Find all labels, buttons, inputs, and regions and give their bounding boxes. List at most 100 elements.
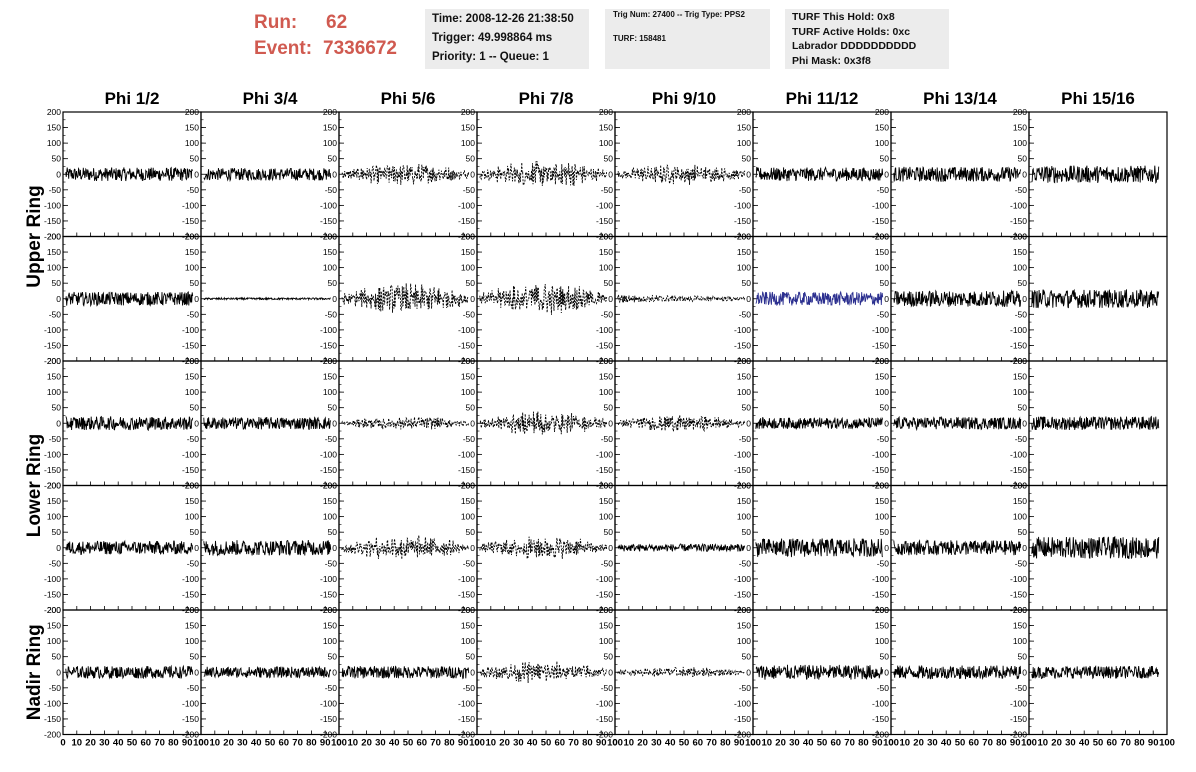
y-tick-label: -150: [320, 714, 337, 724]
y-tick-label: 150: [47, 496, 61, 506]
y-tick-label: 200: [875, 232, 889, 242]
y-tick-label: 50: [328, 403, 338, 413]
x-tick-label: 70: [1120, 738, 1131, 749]
y-tick-label: -100: [320, 698, 337, 708]
waveform-trace: [479, 161, 608, 187]
y-tick-label: -50: [463, 185, 476, 195]
x-tick-label: 20: [223, 738, 234, 749]
y-tick-label: 150: [461, 123, 475, 133]
y-tick-label: 100: [599, 512, 613, 522]
y-tick-label: 0: [746, 543, 751, 553]
y-tick-label: -150: [734, 340, 751, 350]
y-tick-label: -100: [44, 574, 61, 584]
y-tick-label: 0: [884, 294, 889, 304]
y-tick-label: -50: [49, 558, 62, 568]
y-tick-label: -100: [44, 200, 61, 210]
x-tick-label: 30: [237, 738, 248, 749]
y-tick-label: -50: [877, 185, 890, 195]
turf-active-line: TURF Active Holds: 0xc: [792, 25, 911, 38]
y-tick-label: 200: [47, 232, 61, 242]
y-tick-label: -50: [601, 558, 614, 568]
waveform-trace: [1031, 415, 1160, 431]
event-value: 7336672: [323, 38, 397, 59]
y-tick-label: -150: [872, 216, 889, 226]
y-tick-label: -150: [734, 589, 751, 599]
y-tick-label: 100: [185, 138, 199, 148]
x-tick-label: 50: [955, 738, 966, 749]
waveform-trace: [203, 665, 332, 679]
x-tick-label: 30: [789, 738, 800, 749]
y-tick-label: 100: [461, 387, 475, 397]
y-tick-label: 200: [875, 605, 889, 615]
y-tick-label: 0: [746, 418, 751, 428]
y-tick-label: -150: [182, 714, 199, 724]
y-tick-label: 150: [875, 621, 889, 631]
trigger-line: Trigger: 49.998864 ms: [432, 32, 553, 44]
x-tick-label: 10: [624, 738, 635, 749]
y-tick-label: -200: [182, 730, 199, 740]
y-tick-label: -150: [182, 216, 199, 226]
y-tick-label: 150: [737, 621, 751, 631]
y-tick-label: 150: [185, 247, 199, 257]
x-tick-label: 0: [612, 738, 617, 749]
x-tick-label: 60: [693, 738, 704, 749]
y-tick-label: 100: [875, 138, 889, 148]
y-tick-label: 50: [328, 527, 338, 537]
y-tick-label: -150: [44, 216, 61, 226]
y-tick-label: 150: [1013, 247, 1027, 257]
y-tick-label: 0: [608, 667, 613, 677]
x-tick-label: 70: [568, 738, 579, 749]
y-tick-label: 50: [466, 652, 476, 662]
ring-label: Nadir Ring: [24, 624, 45, 720]
y-tick-label: 150: [47, 123, 61, 133]
y-tick-label: 200: [737, 481, 751, 491]
y-tick-label: -50: [325, 309, 338, 319]
y-tick-label: 50: [742, 652, 752, 662]
x-tick-label: 60: [831, 738, 842, 749]
waveform-trace: [203, 539, 332, 557]
x-tick-label: 30: [1065, 738, 1076, 749]
x-tick-label: 90: [596, 738, 607, 749]
ring-label: Lower Ring: [24, 434, 45, 537]
x-tick-label: 30: [375, 738, 386, 749]
y-tick-label: 0: [884, 667, 889, 677]
y-tick-label: -150: [458, 589, 475, 599]
y-tick-label: 100: [875, 387, 889, 397]
x-tick-label: 20: [913, 738, 924, 749]
waveform-trace: [893, 415, 1022, 432]
x-tick-label: 90: [734, 738, 745, 749]
y-tick-label: 100: [737, 387, 751, 397]
x-tick-label: 10: [72, 738, 83, 749]
y-tick-label: -50: [187, 683, 200, 693]
y-tick-label: -100: [872, 698, 889, 708]
y-tick-label: 50: [466, 403, 476, 413]
y-tick-label: 50: [328, 154, 338, 164]
y-tick-label: -200: [44, 232, 61, 242]
x-tick-label: 80: [444, 738, 455, 749]
y-tick-label: 50: [190, 527, 200, 537]
y-tick-label: 100: [47, 636, 61, 646]
y-tick-label: 50: [52, 527, 62, 537]
y-tick-label: -50: [877, 309, 890, 319]
y-tick-label: 200: [875, 481, 889, 491]
y-tick-label: 200: [737, 605, 751, 615]
x-tick-label: 20: [775, 738, 786, 749]
y-tick-label: 50: [328, 278, 338, 288]
y-tick-label: -100: [1010, 325, 1027, 335]
y-tick-label: -100: [320, 200, 337, 210]
y-tick-label: -150: [1010, 216, 1027, 226]
x-tick-label: 100: [607, 738, 623, 749]
x-tick-label: 80: [858, 738, 869, 749]
y-tick-label: -100: [44, 449, 61, 459]
y-tick-label: 0: [884, 543, 889, 553]
y-tick-label: -50: [463, 558, 476, 568]
x-tick-label: 40: [941, 738, 952, 749]
y-tick-label: -100: [596, 574, 613, 584]
y-tick-label: -50: [877, 434, 890, 444]
y-tick-label: -50: [463, 683, 476, 693]
y-tick-label: -200: [44, 356, 61, 366]
y-tick-label: 50: [466, 527, 476, 537]
y-tick-label: 0: [1022, 418, 1027, 428]
y-tick-label: 150: [185, 621, 199, 631]
x-tick-label: 40: [389, 738, 400, 749]
